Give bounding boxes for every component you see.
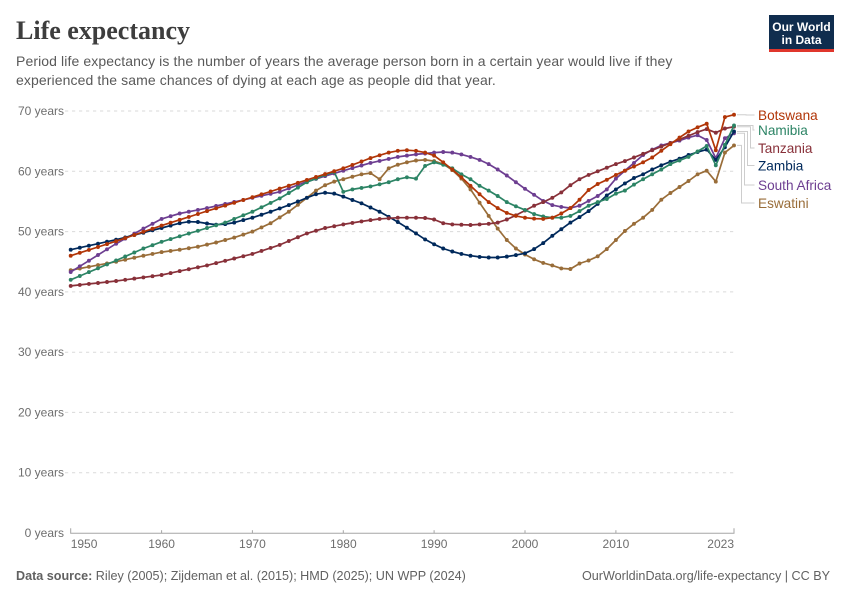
svg-text:0 years: 0 years [25, 526, 64, 540]
svg-text:20 years: 20 years [18, 405, 64, 419]
svg-text:Zambia: Zambia [758, 158, 804, 173]
svg-text:10 years: 10 years [18, 466, 64, 480]
svg-text:2023: 2023 [707, 537, 734, 551]
svg-text:70 years: 70 years [18, 104, 64, 118]
svg-text:1960: 1960 [148, 537, 175, 551]
svg-text:2010: 2010 [603, 537, 630, 551]
svg-text:1980: 1980 [330, 537, 357, 551]
svg-text:50 years: 50 years [18, 225, 64, 239]
svg-text:1990: 1990 [421, 537, 448, 551]
svg-text:South Africa: South Africa [758, 178, 832, 193]
svg-text:Tanzania: Tanzania [758, 141, 813, 156]
svg-text:40 years: 40 years [18, 285, 64, 299]
svg-text:Eswatini: Eswatini [758, 196, 809, 211]
svg-text:Namibia: Namibia [758, 123, 808, 138]
svg-text:60 years: 60 years [18, 164, 64, 178]
svg-text:Botswana: Botswana [758, 108, 818, 123]
svg-text:30 years: 30 years [18, 345, 64, 359]
svg-text:2000: 2000 [512, 537, 539, 551]
svg-text:1950: 1950 [71, 537, 98, 551]
svg-text:1970: 1970 [239, 537, 266, 551]
